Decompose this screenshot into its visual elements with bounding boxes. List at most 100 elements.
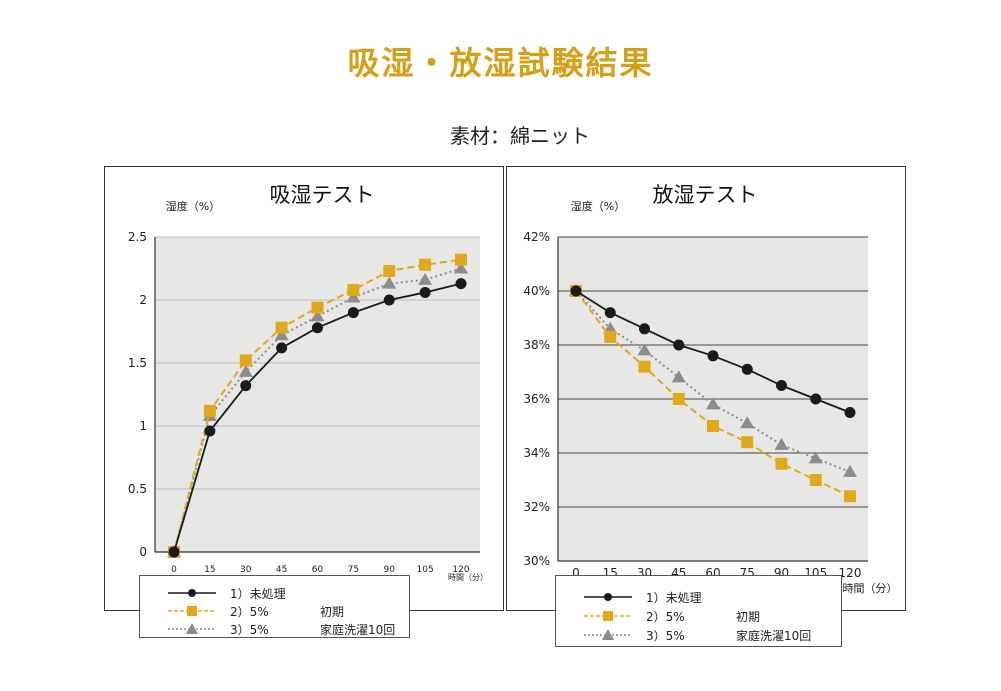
absorption-x-tick-label: 45 [276,565,287,575]
release-series-untreated-point [570,285,582,297]
release-y-tick-label: 30% [523,554,550,568]
release-series-initial-point [775,457,788,470]
release-series-initial-point [844,490,856,503]
legend-marker-initial [168,606,216,616]
absorption-x-tick-label: 120 [452,565,469,575]
legend-label-untreated: 1）未処理 [646,591,702,605]
absorption-series-untreated-point [168,546,180,558]
absorption-x-axis-label: 時間（分） [448,573,488,582]
legend-label-untreated: 1）未処理 [230,587,286,601]
release-x-axis-label: 時間（分） [843,582,898,595]
legend-marker-washed [168,623,216,634]
absorption-series-untreated-point [276,342,288,354]
page-title: 吸湿・放湿試験結果 [347,44,654,82]
release-series-untreated-point [776,380,787,391]
legend-absorption: 1）未処理 2）5% 初期 3）5% 家庭洗濯10回 [139,575,410,638]
absorption-series-untreated-point [419,286,431,298]
absorption-series-initial-point [275,321,288,334]
absorption-series-untreated-point [383,294,395,306]
release-series-initial-point [707,420,719,432]
absorption-y-tick-label: 1 [139,419,147,433]
absorption-series-initial-point [203,404,216,417]
release-series-washed-point [706,397,720,410]
absorption-y-axis-label: 湿度（%） [166,199,220,213]
absorption-series-washed-point [238,364,253,377]
release-series-washed-point [843,464,857,477]
absorption-x-tick-label: 90 [384,565,396,575]
absorption-y-tick-label: 1.5 [128,356,147,370]
absorption-x-tick-label: 60 [312,565,324,575]
absorption-series-untreated-point [204,425,216,437]
legend-item-initial: 2）5% 初期 [556,607,841,625]
legend-note-initial: 初期 [736,610,761,624]
release-x-tick-label: 120 [839,566,862,580]
absorption-series-washed-point [382,276,397,289]
absorption-series-initial-point [383,265,396,278]
legend-release: 1）未処理 2）5% 初期 3）5% 家庭洗濯10回 [555,575,842,647]
absorption-y-tick-label: 0.5 [128,482,147,496]
release-y-tick-label: 32% [523,500,550,514]
release-series-untreated-point [741,363,753,375]
release-series-initial-point [741,436,754,449]
release-series-untreated-point [673,339,685,351]
absorption-series-untreated-point [455,278,467,290]
absorption-series-washed-point [346,290,361,303]
absorption-x-tick-label: 0 [171,565,177,575]
legend-item-untreated: 1）未処理 [140,584,409,602]
absorption-x-tick-label: 75 [348,565,359,575]
absorption-chart-title: 吸湿テスト [270,183,375,207]
release-y-tick-label: 36% [523,392,550,406]
release-y-tick-label: 38% [523,338,550,352]
legend-marker-untreated [168,589,216,597]
legend-marker-untreated [584,593,632,601]
legend-note-washed: 家庭洗濯10回 [736,629,812,643]
release-series-untreated-point [707,350,719,362]
release-y-axis-label: 湿度（%） [571,199,625,213]
legend-label-washed: 3）5% [646,629,685,643]
absorption-y-tick-label: 2 [139,293,147,307]
absorption-x-tick-label: 30 [240,565,252,575]
legend-label-initial: 2）5% [230,605,269,619]
legend-note-washed: 家庭洗濯10回 [320,623,396,637]
absorption-x-tick-label: 15 [204,565,215,575]
absorption-series-initial-point [419,258,432,271]
absorption-series-initial-point [347,283,360,296]
absorption-series-untreated-point [347,307,359,319]
release-series-untreated-point [810,393,822,405]
release-series-initial-point [809,474,822,486]
absorption-series-washed-point [418,272,433,285]
release-y-tick-label: 40% [523,284,550,298]
release-series-washed-point [637,343,652,356]
absorption-series-washed-point [274,328,289,341]
legend-item-washed: 3）5% 家庭洗濯10回 [556,626,841,644]
release-series-untreated-point [844,407,856,418]
release-series-initial-point [672,393,685,405]
legend-label-washed: 3）5% [230,623,269,637]
legend-item-initial: 2）5% 初期 [140,602,409,620]
release-series-initial-point [638,360,651,373]
absorption-series-initial-point [455,253,467,266]
release-series-untreated-point [639,323,650,335]
release-y-tick-label: 34% [523,446,550,460]
absorption-y-tick-label: 2.5 [128,230,147,244]
release-series-washed-point [808,451,823,464]
release-series-untreated-point [604,307,616,319]
absorption-series-initial-point [239,354,252,367]
legend-note-initial: 初期 [320,605,345,619]
absorption-series-untreated-point [312,322,323,334]
absorption-x-tick-label: 105 [417,565,434,575]
legend-item-untreated: 1）未処理 [556,588,841,606]
material-label: 素材：綿ニット [450,124,590,148]
absorption-y-tick-label: 0 [139,545,147,559]
legend-marker-washed [584,629,632,640]
legend-item-washed: 3）5% 家庭洗濯10回 [140,620,409,638]
release-series-initial-point [604,330,617,343]
legend-label-initial: 2）5% [646,610,685,624]
release-chart-title: 放湿テスト [653,183,758,207]
release-y-tick-label: 42% [523,230,550,244]
release-series-washed-point [671,370,686,383]
absorption-series-initial-point [311,301,324,314]
release-series-washed-point [774,437,789,450]
legend-marker-initial [584,611,632,621]
